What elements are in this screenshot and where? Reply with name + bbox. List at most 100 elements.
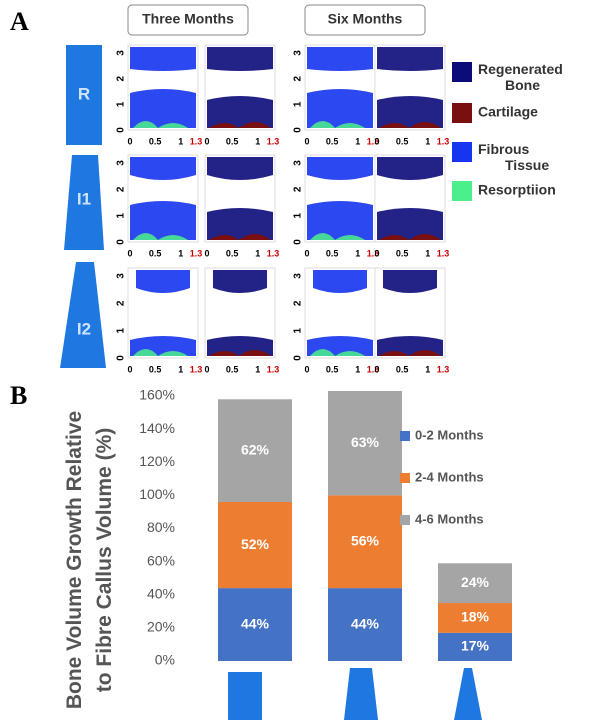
x-tick-label: 1 [425, 248, 430, 258]
x-tick-label: 0.5 [226, 136, 239, 146]
y-tick-label: 3 [116, 160, 127, 166]
x-tick-label: 0.5 [149, 248, 162, 258]
x-tick-label: 0.5 [326, 248, 339, 258]
tissue-region [383, 270, 437, 293]
y-tick-label: 20% [147, 619, 175, 635]
y-tick-label: 0% [155, 652, 175, 668]
legend-label: 0-2 Months [415, 427, 484, 442]
x-tick-label: 1 [255, 136, 260, 146]
x-tick-label: 1 [355, 248, 360, 258]
x-tick-label: 1 [178, 136, 183, 146]
y-tick-label: 2 [116, 300, 127, 306]
x-tick-label: 0 [127, 364, 132, 374]
x-tick-label: 1.3 [267, 248, 280, 258]
x-tick-label: 1.3 [190, 364, 203, 374]
tissue-region [207, 96, 273, 128]
value-label: 52% [241, 536, 270, 552]
tissue-region [307, 89, 373, 128]
legend-label: 4-6 Months [415, 511, 484, 526]
x-tick-label: 0.5 [149, 364, 162, 374]
tissue-region [377, 157, 443, 180]
y-tick-label: 120% [139, 453, 175, 469]
y-tick-label: 3 [293, 273, 304, 279]
implant-icon [228, 672, 262, 720]
figure: A B Three Months Six Months R I1 I2 0123… [0, 0, 600, 720]
legend-swatch [452, 103, 472, 123]
y-tick-label: 0 [293, 127, 304, 133]
x-tick-label: 0.5 [226, 364, 239, 374]
y-tick-label: 0 [293, 355, 304, 361]
tissue-region [213, 270, 267, 293]
y-tick-label: 160% [139, 387, 175, 403]
y-tick-label: 2 [116, 186, 127, 192]
tissue-region [307, 47, 373, 71]
x-tick-label: 1 [255, 364, 260, 374]
x-tick-label: 1 [178, 364, 183, 374]
tissue-region [307, 201, 373, 240]
value-label: 63% [351, 434, 380, 450]
column-header: Six Months [328, 11, 403, 27]
value-label: 17% [461, 638, 490, 654]
x-tick-label: 1 [425, 364, 430, 374]
tissue-region [313, 270, 367, 293]
x-tick-label: 1.3 [437, 364, 450, 374]
tissue-region [130, 157, 196, 180]
implant-icon [60, 262, 106, 368]
tissue-region [377, 208, 443, 240]
y-tick-label: 80% [147, 519, 175, 535]
x-tick-label: 0.5 [226, 248, 239, 258]
x-tick-label: 1 [355, 364, 360, 374]
legend-swatch [452, 181, 472, 201]
legend-label: Resorptiion [478, 182, 556, 198]
x-tick-label: 0 [304, 364, 309, 374]
y-tick-label: 0 [116, 355, 127, 361]
x-tick-label: 1 [255, 248, 260, 258]
y-tick-label: 100% [139, 486, 175, 502]
value-label: 44% [241, 615, 270, 631]
legend-swatch [452, 142, 472, 162]
y-tick-label: 1 [116, 212, 127, 218]
y-tick-label: 0 [116, 239, 127, 245]
x-tick-label: 0 [204, 364, 209, 374]
panel-letter: A [10, 7, 29, 36]
tissue-region [130, 89, 196, 128]
x-tick-label: 0 [374, 364, 379, 374]
implant-icon [344, 668, 378, 720]
tissue-region [130, 201, 196, 240]
tissue-region [136, 270, 190, 293]
x-tick-label: 1 [178, 248, 183, 258]
tissue-region [377, 47, 443, 71]
x-tick-label: 1.3 [190, 136, 203, 146]
y-tick-label: 2 [293, 75, 304, 81]
legend-swatch [400, 473, 410, 483]
x-tick-label: 0 [304, 136, 309, 146]
tissue-region [307, 157, 373, 180]
legend-label: 2-4 Months [415, 469, 484, 484]
x-tick-label: 0.5 [396, 248, 409, 258]
legend-swatch [400, 515, 410, 525]
x-tick-label: 0 [204, 136, 209, 146]
y-tick-label: 140% [139, 420, 175, 436]
y-tick-label: 1 [293, 101, 304, 107]
x-tick-label: 0 [127, 248, 132, 258]
x-tick-label: 0 [304, 248, 309, 258]
x-tick-label: 1.3 [437, 248, 450, 258]
y-tick-label: 3 [293, 160, 304, 166]
tissue-region [207, 157, 273, 180]
tissue-region [130, 47, 196, 71]
x-tick-label: 0 [374, 248, 379, 258]
x-tick-label: 0.5 [326, 136, 339, 146]
y-tick-label: 1 [293, 327, 304, 333]
x-tick-label: 0 [127, 136, 132, 146]
y-tick-label: 3 [116, 50, 127, 56]
legend-label: Regenerated Bone [478, 61, 567, 93]
y-tick-label: 60% [147, 552, 175, 568]
x-tick-label: 0 [374, 136, 379, 146]
value-label: 62% [241, 441, 270, 457]
tissue-region [207, 47, 273, 71]
y-tick-label: 1 [293, 212, 304, 218]
y-tick-label: 2 [293, 186, 304, 192]
y-tick-label: 40% [147, 585, 175, 601]
x-tick-label: 1.3 [190, 248, 203, 258]
